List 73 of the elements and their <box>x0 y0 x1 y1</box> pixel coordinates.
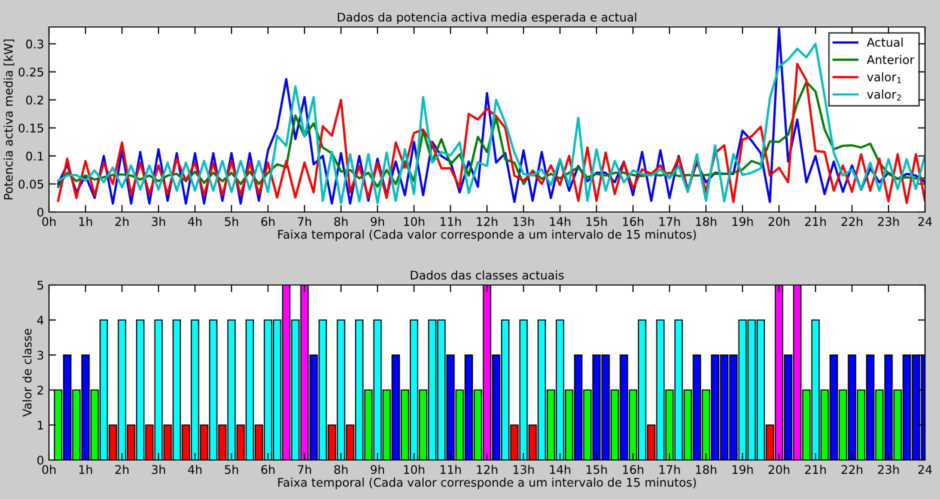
y-tick-label: 0.3 <box>26 40 44 48</box>
x-tick-label: 2h <box>115 216 128 226</box>
legend-label: valor$_{1}$ <box>867 72 901 84</box>
x-tick-label: 9h <box>370 464 384 474</box>
x-tick-label: 22h <box>842 464 862 474</box>
x-tick-label: 24 <box>918 217 932 226</box>
legend-label: Anterior <box>866 54 914 64</box>
x-tick-label: 13h <box>514 464 534 474</box>
x-tick-label: 11h <box>440 464 461 474</box>
y-tick-label: 5 <box>38 280 44 290</box>
x-tick-label: 13h <box>514 216 534 226</box>
y-tick-label: 0.2 <box>26 96 43 105</box>
x-tick-label: 5h <box>224 216 238 226</box>
x-tick-label: 8h <box>334 216 348 226</box>
x-tick-label: 24 <box>918 465 932 474</box>
y-tick-label: 0.05 <box>18 180 44 189</box>
y-tick-label: 2 <box>37 386 43 394</box>
x-tick-label: 12h <box>477 216 498 226</box>
x-tick-label: 21h <box>805 216 826 226</box>
x-tick-label: 17h <box>660 216 680 226</box>
x-tick-label: 18h <box>696 216 716 226</box>
x-tick-label: 1h <box>79 216 92 226</box>
x-axis-title: Faixa temporal (Cada valor corresponde a um intervalo de 15 minutos) <box>278 478 696 490</box>
x-axis-title: Faixa temporal (Cada valor corresponde a um intervalo de 15 minutos) <box>278 230 696 242</box>
x-tick-label: 21h <box>805 464 826 474</box>
x-tick-label: 0h <box>42 464 56 474</box>
x-tick-label: 8h <box>334 464 348 474</box>
y-tick-label: 4 <box>37 316 44 324</box>
x-tick-label: 16h <box>623 216 644 226</box>
x-tick-label: 15h <box>586 216 607 226</box>
x-tick-label: 7h <box>298 464 311 474</box>
x-tick-label: 5h <box>224 464 238 474</box>
y-tick-label: 0.1 <box>26 152 44 161</box>
x-tick-label: 20h <box>768 216 790 226</box>
chart-title: Dados das classes actuais <box>410 270 564 280</box>
x-tick-label: 23h <box>878 216 899 226</box>
legend-label: Actual <box>866 38 903 47</box>
x-tick-label: 22h <box>842 216 862 226</box>
y-tick-label: 1 <box>38 420 44 430</box>
x-tick-label: 1h <box>79 464 92 474</box>
y-tick-label: 3 <box>38 350 44 360</box>
x-tick-label: 0h <box>42 216 56 226</box>
x-tick-label: 14h <box>550 464 570 474</box>
y-tick-label: 0 <box>37 456 44 465</box>
y-axis-title: Potencia activa media [kW] <box>4 40 14 200</box>
x-tick-label: 12h <box>477 464 498 474</box>
x-tick-label: 19h <box>732 464 753 474</box>
x-tick-label: 6h <box>261 464 274 474</box>
x-tick-label: 4h <box>188 464 202 474</box>
x-tick-label: 14h <box>550 216 570 226</box>
x-tick-label: 9h <box>370 216 384 226</box>
x-tick-label: 18h <box>696 464 716 474</box>
legend-label: valor$_{2}$ <box>867 90 901 101</box>
x-tick-label: 3h <box>152 464 165 474</box>
y-tick-label: 0 <box>37 208 44 217</box>
x-tick-label: 20h <box>768 464 790 474</box>
x-tick-label: 6h <box>261 216 274 226</box>
y-axis-title: Valor de classe <box>22 328 32 417</box>
x-tick-label: 7h <box>298 216 311 226</box>
x-tick-label: 10h <box>404 464 424 474</box>
x-tick-label: 11h <box>440 216 461 226</box>
x-tick-label: 15h <box>586 464 607 474</box>
x-tick-label: 16h <box>623 464 644 474</box>
x-tick-label: 2h <box>115 464 128 474</box>
x-tick-label: 4h <box>188 216 202 226</box>
x-tick-label: 23h <box>878 464 899 474</box>
chart-title: Dados da potencia activa media esperada e actual <box>338 12 636 24</box>
x-tick-label: 19h <box>732 216 753 226</box>
y-tick-label: 0.25 <box>18 68 44 76</box>
x-tick-label: 3h <box>152 216 165 226</box>
x-tick-label: 17h <box>660 464 680 474</box>
y-tick-label: 0.15 <box>18 124 44 133</box>
x-tick-label: 10h <box>404 216 424 226</box>
